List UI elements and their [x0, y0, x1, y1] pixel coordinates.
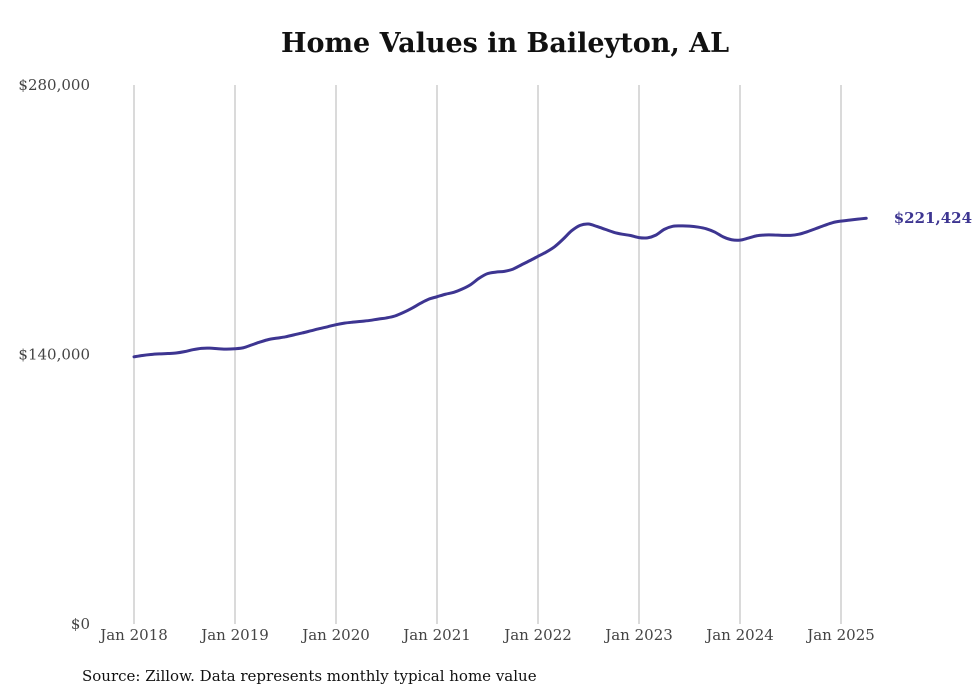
x-tick-label: Jan 2018 — [98, 626, 168, 644]
x-tick-label: Jan 2021 — [401, 626, 471, 644]
y-tick-label: $0 — [71, 615, 90, 633]
series-line — [132, 216, 868, 359]
x-tick-label: Jan 2022 — [502, 626, 572, 644]
y-tick-label: $140,000 — [18, 346, 90, 364]
x-tick-label: Jan 2020 — [300, 626, 370, 644]
x-tick-label: Jan 2024 — [704, 626, 774, 644]
x-tick-label: Jan 2019 — [199, 626, 269, 644]
y-tick-label: $280,000 — [18, 76, 90, 94]
x-tick-label: Jan 2023 — [603, 626, 673, 644]
x-tick-label: Jan 2025 — [805, 626, 875, 644]
chart-title: Home Values in Baileyton, AL — [280, 28, 730, 59]
source-note: Source: Zillow. Data represents monthly … — [82, 667, 537, 685]
end-value-label: $221,424 — [894, 209, 972, 227]
